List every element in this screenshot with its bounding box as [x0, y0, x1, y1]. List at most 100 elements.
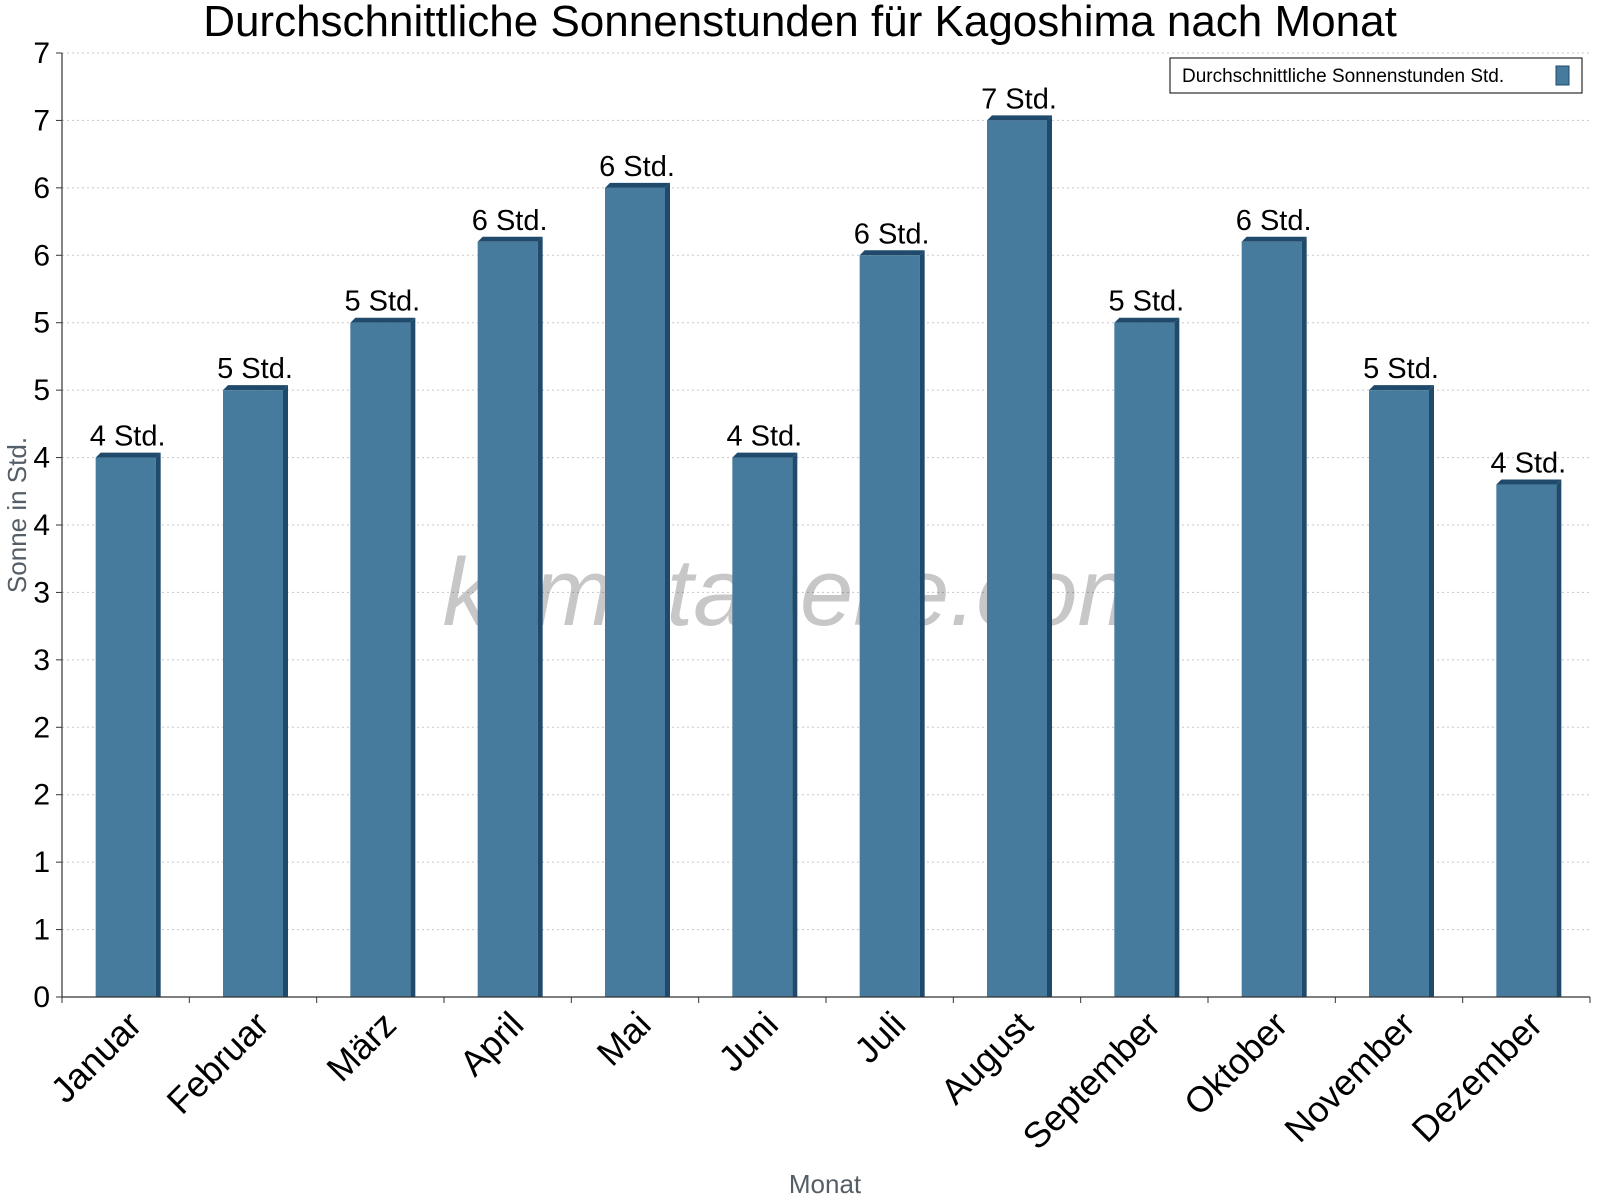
bar-side — [665, 182, 670, 997]
grid-lines — [62, 52, 1590, 931]
y-tick-label: 7 — [33, 104, 50, 137]
x-tick-label: Oktober — [1176, 1004, 1296, 1124]
legend-label: Durchschnittliche Sonnenstunden Std. — [1182, 66, 1504, 87]
data-label: 5 Std. — [1363, 353, 1439, 385]
y-tick-label: 1 — [33, 914, 50, 947]
data-labels: 4 Std. 5 Std. 5 Std. 6 Std. 6 Std. 4 Std. 6 St… — [90, 83, 1566, 479]
bar — [1496, 479, 1562, 997]
bar — [223, 385, 288, 998]
bar-top — [1369, 385, 1434, 391]
bar-side — [792, 452, 798, 998]
data-label: 7 Std. — [981, 83, 1057, 115]
bar — [605, 182, 670, 997]
y-tick-label: 1 — [33, 846, 50, 879]
bar — [1241, 236, 1307, 998]
y-tick-label: 2 — [33, 779, 50, 812]
bar-side — [1174, 317, 1180, 997]
bars — [95, 115, 1562, 998]
x-tick-label: August — [932, 1004, 1040, 1112]
data-label: 6 Std. — [472, 205, 548, 237]
bar-front — [477, 241, 538, 998]
x-tick-label: Februar — [159, 1004, 277, 1122]
data-label: 5 Std. — [1108, 286, 1184, 318]
bar-front — [95, 457, 156, 998]
bar-side — [1556, 479, 1562, 997]
data-label: 4 Std. — [726, 421, 802, 453]
bar — [859, 250, 925, 998]
x-tick-label: April — [451, 1004, 531, 1084]
bar — [987, 115, 1052, 997]
bar-front — [1241, 241, 1302, 998]
bar-front — [1369, 390, 1429, 998]
bar-front — [605, 187, 665, 997]
legend: Durchschnittliche Sonnenstunden Std. — [1169, 57, 1583, 94]
bar — [1369, 385, 1434, 998]
data-label: 4 Std. — [90, 421, 166, 453]
x-tick-labels: Januar Februar März April Mai Juni Juli AugustS… — [42, 1004, 1550, 1158]
bar-side — [1047, 115, 1052, 997]
data-label: 4 Std. — [1490, 448, 1566, 480]
x-axis-label: Monat — [789, 1169, 862, 1199]
y-tick-label: 0 — [33, 981, 50, 1014]
bar — [477, 236, 543, 998]
bar-front — [859, 255, 920, 998]
x-tick-label: Mai — [589, 1004, 659, 1074]
bar-top — [1114, 317, 1180, 323]
y-tick-label: 6 — [33, 172, 50, 205]
data-label: 6 Std. — [854, 218, 930, 250]
data-label: 6 Std. — [1236, 205, 1312, 237]
y-tick-label: 7 — [33, 37, 50, 70]
bar-side — [919, 250, 925, 998]
axes — [56, 52, 1591, 1003]
y-tick-label: 5 — [33, 374, 50, 407]
y-tick-label: 3 — [33, 644, 50, 677]
x-tick-label: Dezember — [1404, 1004, 1550, 1150]
chart-title: Durchschnittliche Sonnenstunden für Kago… — [203, 0, 1397, 46]
x-tick-label: November — [1276, 1004, 1422, 1150]
bar-side — [283, 385, 288, 998]
x-tick-label: Juli — [846, 1004, 913, 1071]
bar-side — [410, 317, 416, 997]
bar-top — [987, 115, 1052, 121]
bar-front — [732, 457, 793, 998]
bar-top — [223, 385, 288, 391]
bar-top — [1241, 236, 1307, 242]
bar-top — [859, 250, 925, 256]
x-tick-label: September — [1014, 1004, 1168, 1158]
bar-front — [223, 390, 283, 998]
y-axis-label: Sonne in Std. — [2, 437, 32, 593]
bar-top — [95, 452, 161, 458]
y-tick-label: 3 — [33, 576, 50, 609]
data-label: 5 Std. — [217, 353, 293, 385]
data-label: 5 Std. — [344, 286, 420, 318]
legend-box — [1169, 57, 1583, 94]
bar-top — [1496, 479, 1562, 485]
bar-top — [350, 317, 416, 323]
y-tick-label: 4 — [33, 442, 50, 475]
bar-side — [1429, 385, 1434, 998]
bar — [350, 317, 416, 997]
bar-top — [605, 182, 670, 188]
bar-top — [477, 236, 543, 242]
y-tick-label: 2 — [33, 711, 50, 744]
bar-side — [1301, 236, 1307, 998]
x-tick-label: Juni — [710, 1004, 786, 1080]
bar-side — [537, 236, 543, 998]
y-tick-label: 6 — [33, 239, 50, 272]
bar — [1114, 317, 1180, 997]
y-tick-labels: 0 1 1 2 2 3 3 4 4 5 5 6 6 7 7 — [33, 37, 50, 1014]
bar-front — [987, 120, 1047, 997]
bar-front — [1496, 484, 1557, 997]
y-tick-label: 4 — [33, 509, 50, 542]
y-tick-label: 5 — [33, 307, 50, 340]
bar-front — [350, 322, 411, 997]
x-tick-label: Januar — [42, 1004, 149, 1111]
bar — [95, 452, 161, 998]
bar-top — [732, 452, 798, 458]
bar-side — [155, 452, 161, 998]
bar — [732, 452, 798, 998]
x-tick-label: März — [318, 1004, 404, 1090]
legend-swatch — [1555, 65, 1570, 86]
bar-front — [1114, 322, 1175, 997]
